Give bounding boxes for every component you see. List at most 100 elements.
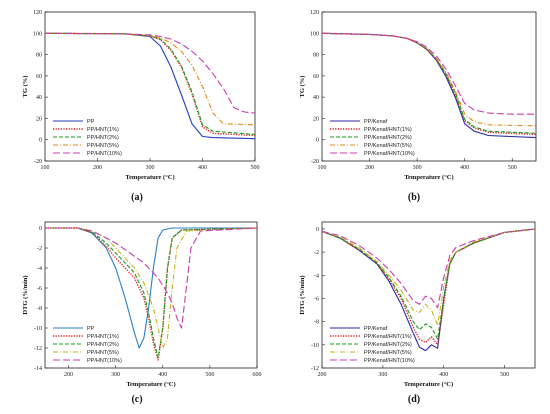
plot-frame xyxy=(321,11,537,162)
y-tick-label: 120 xyxy=(310,10,319,16)
legend-entry: PP/HNT(5%) xyxy=(87,143,119,149)
x-axis-label: Temperature (°C) xyxy=(126,381,175,388)
legend-entry: PP/Kenaf/HNT(10%) xyxy=(364,151,415,157)
legend: PP/Kenaf PP/Kenaf/HNT(1%) PP/Kenaf/HNT(2%)… xyxy=(330,326,415,364)
y-tick-label: -4 xyxy=(314,273,319,279)
chart-panel-d: 200 300 400 500 -12 -10 -8 -6 -4 -2 0 Temperature (… xyxy=(299,221,536,405)
legend-entry: PP xyxy=(87,326,95,332)
series-line-3 xyxy=(44,32,256,135)
y-tick-label: 20 xyxy=(313,116,319,122)
x-tick-label: 200 xyxy=(365,165,374,171)
x-tick-label: 300 xyxy=(146,165,155,171)
series-line-5 xyxy=(321,32,536,115)
y-tick-label: -8 xyxy=(37,306,42,312)
series-line-3 xyxy=(321,228,536,340)
series-line-2 xyxy=(321,32,537,136)
x-tick-label: 100 xyxy=(318,165,327,171)
y-tick-label: 80 xyxy=(36,53,42,59)
legend-entry: PP/Kenaf xyxy=(364,119,388,125)
legend: PP PP/HNT(1%) PP/HNT(2%) PP/HNT(5%) PP/HNT(1… xyxy=(53,326,122,364)
series-line-4 xyxy=(321,228,536,326)
panel-caption: (d) xyxy=(408,394,420,405)
series-line-5 xyxy=(321,228,536,309)
y-axis-label: DTG (%/min) xyxy=(22,275,29,314)
x-tick-label: 300 xyxy=(378,372,387,378)
series-line-2 xyxy=(44,32,256,137)
series-line-1 xyxy=(321,32,537,139)
x-axis-label: Temperature (°C) xyxy=(404,381,453,388)
x-tick-label: 200 xyxy=(318,372,327,378)
legend-entry: PP/Kenaf/HNT(10%) xyxy=(364,358,415,364)
x-tick-label: 400 xyxy=(158,372,167,378)
panel-caption: (c) xyxy=(131,394,142,405)
x-tick-label: 200 xyxy=(93,165,102,171)
legend-entry: PP/Kenaf xyxy=(364,326,388,332)
y-tick-label: 120 xyxy=(33,10,42,16)
y-axis-label: TG (%) xyxy=(299,76,306,98)
legend: PP PP/HNT(1%) PP/HNT(2%) PP/HNT(5%) PP/HNT(1… xyxy=(53,119,122,157)
panel-caption: (a) xyxy=(131,192,143,203)
series-line-4 xyxy=(44,32,256,126)
y-tick-label: -20 xyxy=(311,159,319,165)
y-tick-label: 0 xyxy=(316,227,319,233)
x-tick-label: 500 xyxy=(205,372,214,378)
x-tick-label: 300 xyxy=(413,165,422,171)
x-axis-label: Temperature (°C) xyxy=(404,174,453,181)
x-axis-label: Temperature (°C) xyxy=(125,174,174,181)
y-tick-label: -6 xyxy=(314,296,319,302)
x-tick-label: 500 xyxy=(251,165,260,171)
y-tick-label: 60 xyxy=(313,74,319,80)
legend-entry: PP/Kenaf/HNT(1%) xyxy=(364,127,412,133)
y-tick-label: 0 xyxy=(316,138,319,144)
series-line-2 xyxy=(45,227,258,361)
legend-entry: PP/HNT(10%) xyxy=(87,358,122,364)
panel-caption: (b) xyxy=(408,192,420,203)
y-tick-label: 20 xyxy=(36,116,42,122)
series-line-2 xyxy=(321,228,536,346)
y-tick-label: -10 xyxy=(34,326,42,332)
plot-frame xyxy=(321,221,536,369)
series-line-4 xyxy=(45,227,258,349)
y-tick-label: 80 xyxy=(313,53,319,59)
y-tick-label: -10 xyxy=(311,343,319,349)
x-tick-label: 300 xyxy=(111,372,120,378)
y-tick-label: -20 xyxy=(34,159,42,165)
series-line-3 xyxy=(321,32,537,134)
y-tick-label: 40 xyxy=(313,95,319,101)
y-tick-label: 100 xyxy=(33,31,42,37)
x-tick-label: 100 xyxy=(41,165,50,171)
chart-panel-b: 100 200 300 400 500 -20 0 20 40 60 80 100 120 Tempera… xyxy=(299,10,537,203)
y-tick-label: -12 xyxy=(34,346,42,352)
y-tick-label: -4 xyxy=(37,266,42,272)
legend-entry: PP/HNT(10%) xyxy=(87,151,122,157)
x-tick-label: 500 xyxy=(508,165,517,171)
y-axis-label: TG (%) xyxy=(22,76,29,98)
legend-entry: PP xyxy=(87,119,95,125)
legend-entry: PP/HNT(2%) xyxy=(87,135,119,141)
x-tick-label: 600 xyxy=(253,372,262,378)
legend-entry: PP/HNT(1%) xyxy=(87,127,119,133)
plot-frame xyxy=(44,221,258,369)
x-tick-label: 500 xyxy=(500,372,509,378)
legend-entry: PP/Kenaf/HNT(2%) xyxy=(364,135,412,141)
series-line-1 xyxy=(321,228,536,352)
y-axis-label: DTG (%/min) xyxy=(299,275,306,314)
x-tick-label: 400 xyxy=(198,165,207,171)
series-line-5 xyxy=(45,227,258,329)
y-tick-label: 100 xyxy=(310,31,319,37)
series-line-3 xyxy=(45,227,258,359)
legend-entry: PP/HNT(5%) xyxy=(87,350,119,356)
y-tick-label: -2 xyxy=(314,250,319,256)
legend-entry: PP/Kenaf/HNT(1%) xyxy=(364,334,412,340)
y-tick-label: -6 xyxy=(37,286,42,292)
legend-entry: PP/HNT(1%) xyxy=(87,334,119,340)
legend-entry: PP/Kenaf/HNT(5%) xyxy=(364,143,412,149)
series-line-5 xyxy=(44,32,256,114)
x-tick-label: 400 xyxy=(439,372,448,378)
chart-panel-a: 100 200 300 400 500 -20 0 20 40 60 80 100 120 Tempera… xyxy=(22,10,260,203)
chart-panel-c: 200 300 400 500 600 -14 -12 -10 -8 -6 -4 -2 0 Tempera… xyxy=(22,221,262,405)
y-tick-label: -2 xyxy=(37,246,42,252)
y-tick-label: 0 xyxy=(39,226,42,232)
legend: PP/Kenaf PP/Kenaf/HNT(1%) PP/Kenaf/HNT(2%)… xyxy=(330,119,415,157)
